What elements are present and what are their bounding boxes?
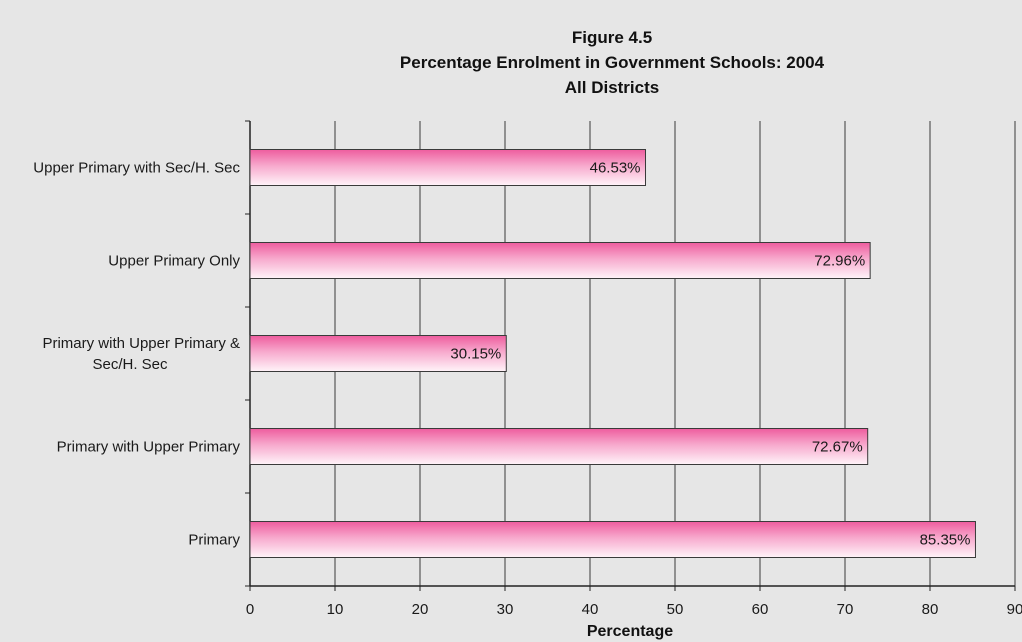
x-tick-label-30: 30: [497, 601, 514, 618]
gridlines: [334, 121, 1016, 586]
chart-title-line-1: Figure 4.5: [572, 28, 652, 47]
chart-title-line-2: Percentage Enrolment in Government Schoo…: [400, 53, 825, 72]
chart-title-line-3: All Districts: [565, 78, 659, 97]
category-label-line: Upper Primary Only: [108, 253, 240, 270]
data-label-1: 46.53%: [590, 160, 641, 177]
bar-2: [249, 242, 871, 279]
x-tick-label-10: 10: [327, 601, 344, 618]
x-axis-title: Percentage: [587, 623, 673, 640]
category-label-line: Primary with Upper Primary &: [42, 335, 240, 352]
category-label-5: Primary: [188, 532, 240, 549]
x-tick-label-60: 60: [752, 601, 769, 618]
category-label-4: Primary with Upper Primary: [57, 439, 241, 456]
category-label-2: Upper Primary Only: [108, 253, 240, 270]
category-labels: Upper Primary with Sec/H. Sec Upper Prima…: [33, 160, 240, 549]
bar-5: [249, 521, 976, 558]
data-label-5: 85.35%: [920, 532, 971, 549]
category-label-line: Primary: [188, 532, 240, 549]
x-tick-label-50: 50: [667, 601, 684, 618]
data-label-4: 72.67%: [812, 439, 863, 456]
x-tick-label-20: 20: [412, 601, 429, 618]
data-label-3: 30.15%: [450, 346, 501, 363]
bar-4: [249, 428, 869, 465]
data-label-2: 72.96%: [814, 253, 865, 270]
category-label-line: Upper Primary with Sec/H. Sec: [33, 160, 240, 177]
bar-3: [249, 335, 507, 372]
category-label-3: Primary with Upper Primary & Sec/H. Sec: [42, 335, 240, 373]
x-tick-label-80: 80: [922, 601, 939, 618]
category-label-1: Upper Primary with Sec/H. Sec: [33, 160, 240, 177]
category-label-line: Primary with Upper Primary: [57, 439, 241, 456]
x-tick-label-70: 70: [837, 601, 854, 618]
chart-title: Figure 4.5 Percentage Enrolment in Govern…: [400, 28, 825, 97]
x-tick-label-0: 0: [246, 601, 254, 618]
bar-1: [249, 149, 647, 186]
category-label-line: Sec/H. Sec: [92, 356, 168, 373]
x-tick-label-40: 40: [582, 601, 599, 618]
x-tick-label-90: 90: [1007, 601, 1022, 618]
bars: 46.53% 72.96% 30.15% 72.67% 85.35%: [249, 149, 976, 558]
x-tick-labels: 0 10 20 30 40 50 60 70 80 90: [246, 601, 1022, 618]
